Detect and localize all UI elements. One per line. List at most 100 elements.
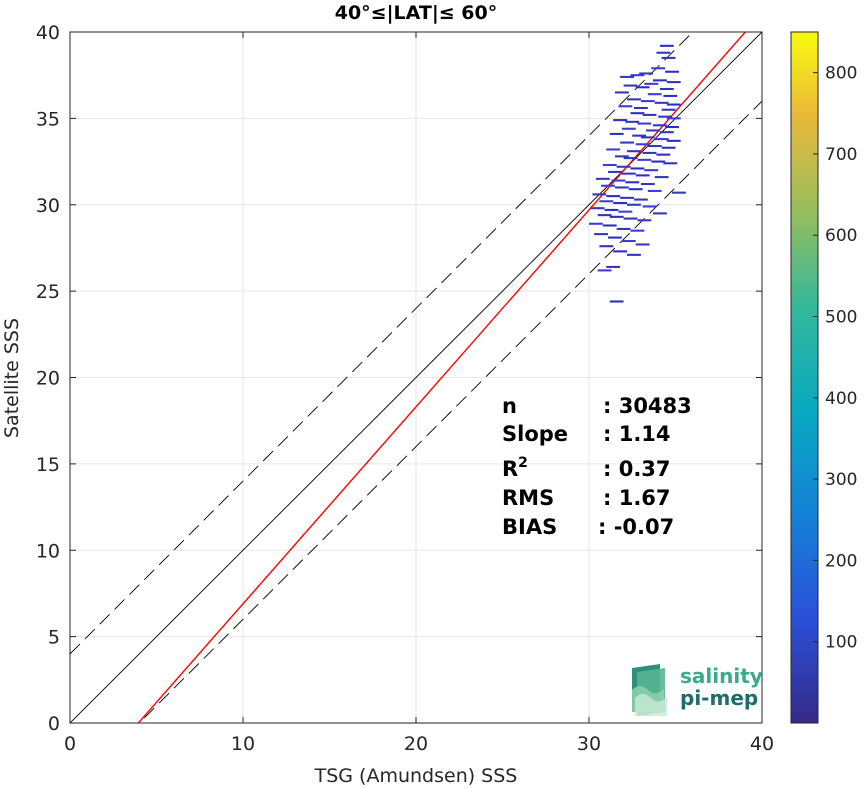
density-cell xyxy=(627,150,641,153)
density-cell xyxy=(637,122,652,125)
density-cell xyxy=(647,144,662,148)
density-cell xyxy=(597,214,612,217)
density-cell xyxy=(659,87,674,91)
density-cell xyxy=(646,129,660,132)
density-cell xyxy=(613,250,628,253)
stat-label-rms: RMS xyxy=(502,486,554,510)
x-tick-label: 10 xyxy=(231,733,255,755)
density-cell xyxy=(647,93,662,96)
density-cell xyxy=(589,222,603,225)
logo-line-1: salinity xyxy=(680,664,763,688)
density-cell xyxy=(614,91,629,94)
density-cell xyxy=(599,245,614,248)
density-cell xyxy=(637,219,652,222)
y-tick-label: 20 xyxy=(36,368,60,390)
density-cell xyxy=(635,86,650,89)
density-cell xyxy=(621,127,636,130)
density-cell xyxy=(602,163,617,167)
density-cell xyxy=(656,153,671,156)
density-cell xyxy=(640,100,655,103)
density-cell xyxy=(651,160,666,163)
density-cell xyxy=(658,115,673,118)
waves-icon xyxy=(632,664,667,716)
density-cell xyxy=(625,181,640,184)
density-cell xyxy=(666,81,681,84)
colorbar xyxy=(790,31,819,724)
density-cell xyxy=(659,131,674,134)
density-cell xyxy=(609,215,624,218)
density-cell xyxy=(630,167,645,170)
stat-label-r: R xyxy=(502,457,518,481)
y-tick-label: 5 xyxy=(48,627,60,649)
density-cell xyxy=(654,176,669,179)
density-cell xyxy=(653,212,667,215)
density-cell xyxy=(666,103,681,106)
y-tick-label: 0 xyxy=(48,713,60,735)
density-cell xyxy=(620,141,634,144)
density-cell xyxy=(608,170,622,173)
density-cell xyxy=(642,151,657,154)
stat-label-slope: Slope xyxy=(502,422,568,446)
density-cell xyxy=(654,101,669,104)
density-cell xyxy=(654,138,669,141)
density-cell xyxy=(633,106,648,110)
density-cell xyxy=(606,195,621,198)
colorbar-tick-label: 200 xyxy=(825,551,857,571)
density-cell xyxy=(602,224,617,227)
x-tick-label: 0 xyxy=(64,733,76,755)
density-cell xyxy=(659,44,674,47)
density-cell xyxy=(620,196,634,199)
density-cells xyxy=(589,44,686,303)
density-cell xyxy=(665,125,679,129)
identity-line xyxy=(70,32,762,723)
density-cell xyxy=(604,208,619,211)
stat-value-bias: : -0.07 xyxy=(598,515,674,539)
y-tick-label: 40 xyxy=(36,22,60,44)
density-cell xyxy=(666,117,681,120)
density-cell xyxy=(616,227,631,230)
y-tick-label: 15 xyxy=(36,454,60,476)
stat-value-r2: : 0.37 xyxy=(603,457,671,481)
density-cell xyxy=(627,253,641,256)
density-cell xyxy=(651,67,666,70)
density-cell xyxy=(653,124,667,127)
density-cell xyxy=(625,120,640,123)
density-cell xyxy=(672,191,686,194)
density-cell xyxy=(590,207,605,210)
density-cell xyxy=(632,134,647,137)
x-tick-label: 40 xyxy=(750,733,774,755)
density-cell xyxy=(630,112,645,115)
stat-value-slope: : 1.14 xyxy=(603,422,671,446)
density-cell xyxy=(623,84,638,87)
density-cell xyxy=(618,210,633,213)
density-cell xyxy=(656,51,671,54)
y-axis-label: Satellite SSS xyxy=(1,318,23,438)
density-cell xyxy=(627,98,641,101)
salinity-logo: salinity pi-mep xyxy=(632,664,763,716)
density-cell xyxy=(599,200,614,203)
density-cell xyxy=(606,265,621,268)
density-cell xyxy=(620,75,634,78)
density-cell xyxy=(623,217,638,220)
density-cell xyxy=(614,155,629,158)
density-cell xyxy=(661,56,676,59)
x-tick-label: 30 xyxy=(577,733,601,755)
stat-label-bias: BIAS xyxy=(502,515,557,539)
density-cell xyxy=(640,136,655,139)
density-cell xyxy=(630,74,645,77)
density-cell xyxy=(633,198,648,201)
density-cell xyxy=(601,184,615,187)
density-cell xyxy=(666,139,681,142)
density-cell xyxy=(597,269,612,272)
stat-value-n: : 30483 xyxy=(603,394,692,418)
density-cell xyxy=(614,186,629,189)
logo-line-2: pi-mep xyxy=(680,686,758,710)
chart-title: 40°≤|LAT|≤ 60° xyxy=(335,2,498,24)
density-cell xyxy=(637,158,652,161)
stat-label-r2: R2 xyxy=(502,455,528,481)
density-cell xyxy=(609,132,624,135)
density-cell xyxy=(611,179,626,182)
y-tick-label: 35 xyxy=(36,108,60,130)
density-cell xyxy=(621,239,636,243)
